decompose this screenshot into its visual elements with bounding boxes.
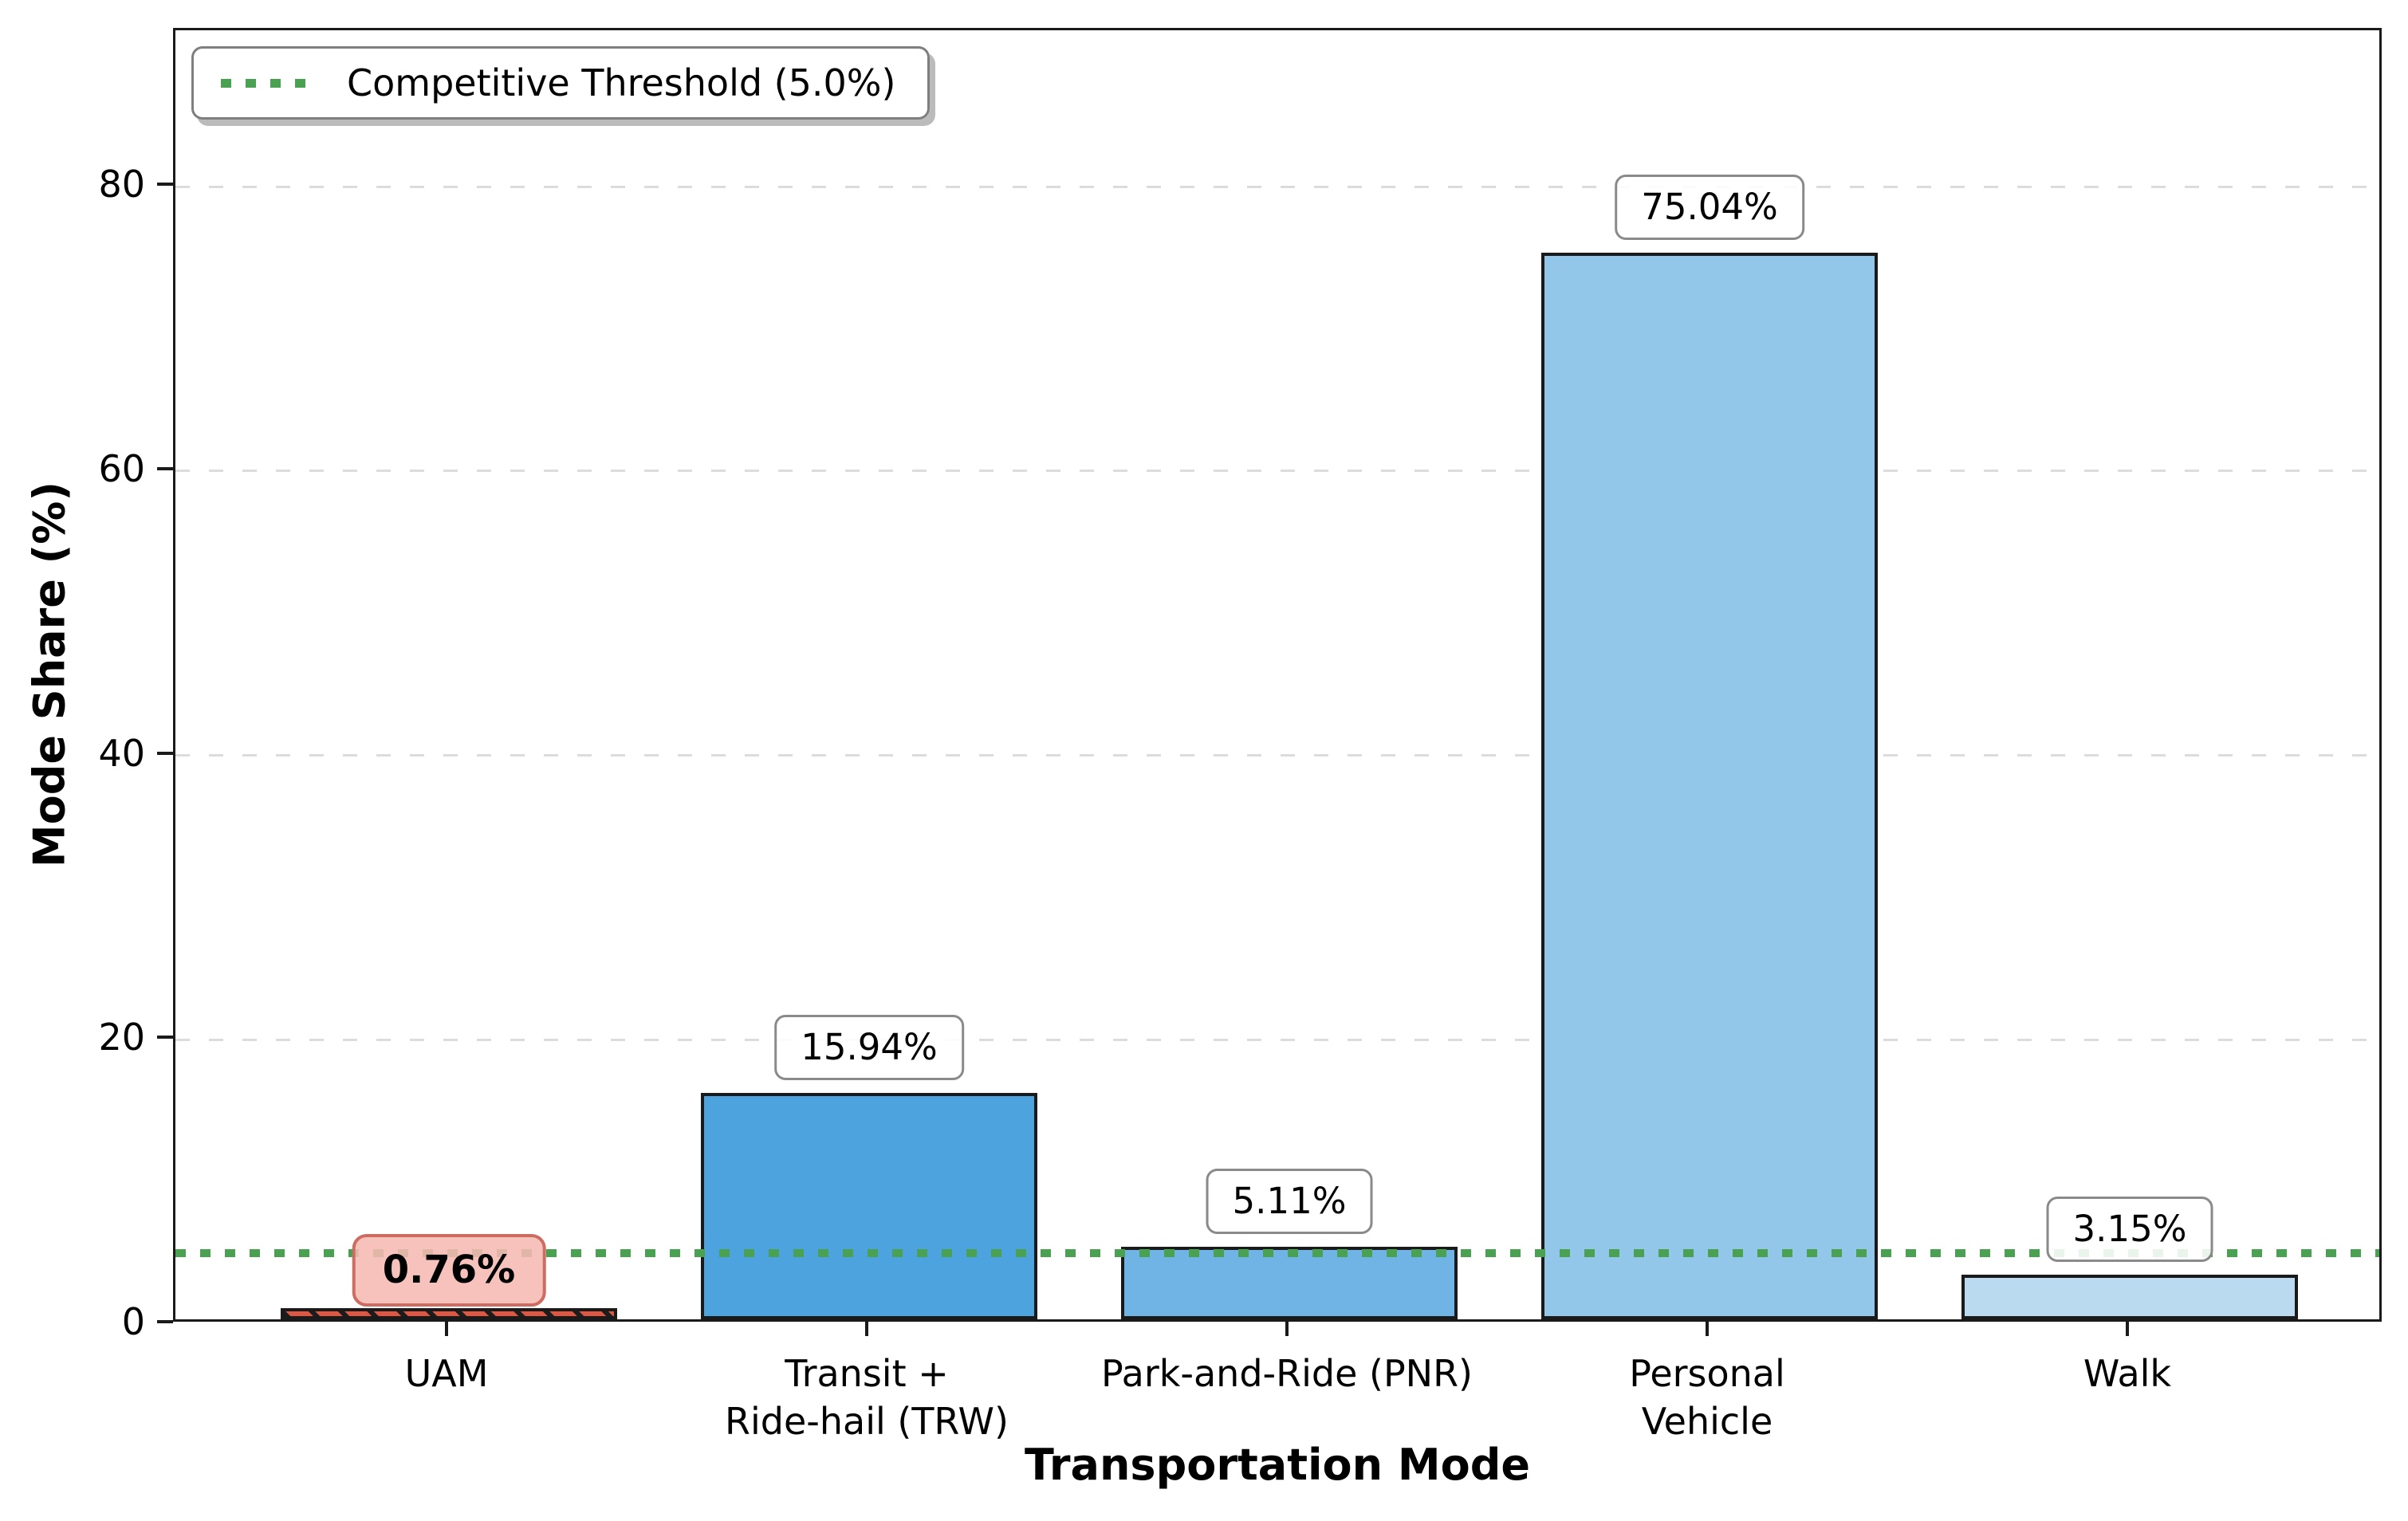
- bar: [1961, 1274, 2298, 1319]
- y-gridline: [175, 185, 2379, 188]
- x-tick-mark: [865, 1322, 868, 1336]
- y-tick-label: 60: [98, 446, 145, 490]
- bar-value-label: 3.15%: [2046, 1197, 2213, 1262]
- y-tick-label: 40: [98, 731, 145, 775]
- x-tick-label: Walk: [2083, 1352, 2172, 1395]
- y-gridline: [175, 470, 2379, 473]
- y-tick-label: 0: [121, 1300, 145, 1343]
- y-gridline: [175, 754, 2379, 757]
- bar: [1121, 1246, 1458, 1319]
- x-tick-mark: [1285, 1322, 1289, 1336]
- x-tick-mark: [2126, 1322, 2129, 1336]
- bar-value-label: 5.11%: [1206, 1169, 1373, 1234]
- x-tick-label: Personal Vehicle: [1629, 1352, 1785, 1443]
- threshold-legend-label: Competitive Threshold (5.0%): [347, 61, 896, 104]
- x-axis-title: Transportation Mode: [1025, 1440, 1530, 1490]
- x-tick-mark: [445, 1322, 448, 1336]
- threshold-line: [175, 1248, 2379, 1257]
- bar: [281, 1308, 617, 1319]
- threshold-legend-swatch: [221, 78, 315, 88]
- y-tick-mark: [157, 183, 173, 187]
- y-gridline: [175, 1038, 2379, 1041]
- y-tick-mark: [157, 1036, 173, 1040]
- bar-value-label: 15.94%: [774, 1014, 964, 1080]
- y-tick-label: 20: [98, 1016, 145, 1059]
- bar: [1541, 252, 1878, 1319]
- y-tick-mark: [157, 751, 173, 755]
- x-tick-mark: [1706, 1322, 1709, 1336]
- x-tick-label: Park-and-Ride (PNR): [1100, 1352, 1474, 1395]
- x-tick-label: UAM: [404, 1352, 489, 1395]
- plot-area: 0.76% 15.94% 5.11% 75.04% 3.15%: [173, 28, 2382, 1322]
- bar-value-label: 75.04%: [1615, 174, 1804, 240]
- bar: [701, 1092, 1037, 1319]
- x-tick-label: Transit + Ride-hail (TRW): [725, 1352, 1009, 1443]
- y-axis-title: Mode Share (%): [24, 481, 75, 868]
- y-tick-mark: [157, 466, 173, 470]
- y-tick-label: 80: [98, 163, 145, 206]
- bar-value-label: 0.76%: [352, 1234, 546, 1307]
- legend: Competitive Threshold (5.0%): [191, 46, 931, 120]
- y-tick-mark: [157, 1320, 173, 1323]
